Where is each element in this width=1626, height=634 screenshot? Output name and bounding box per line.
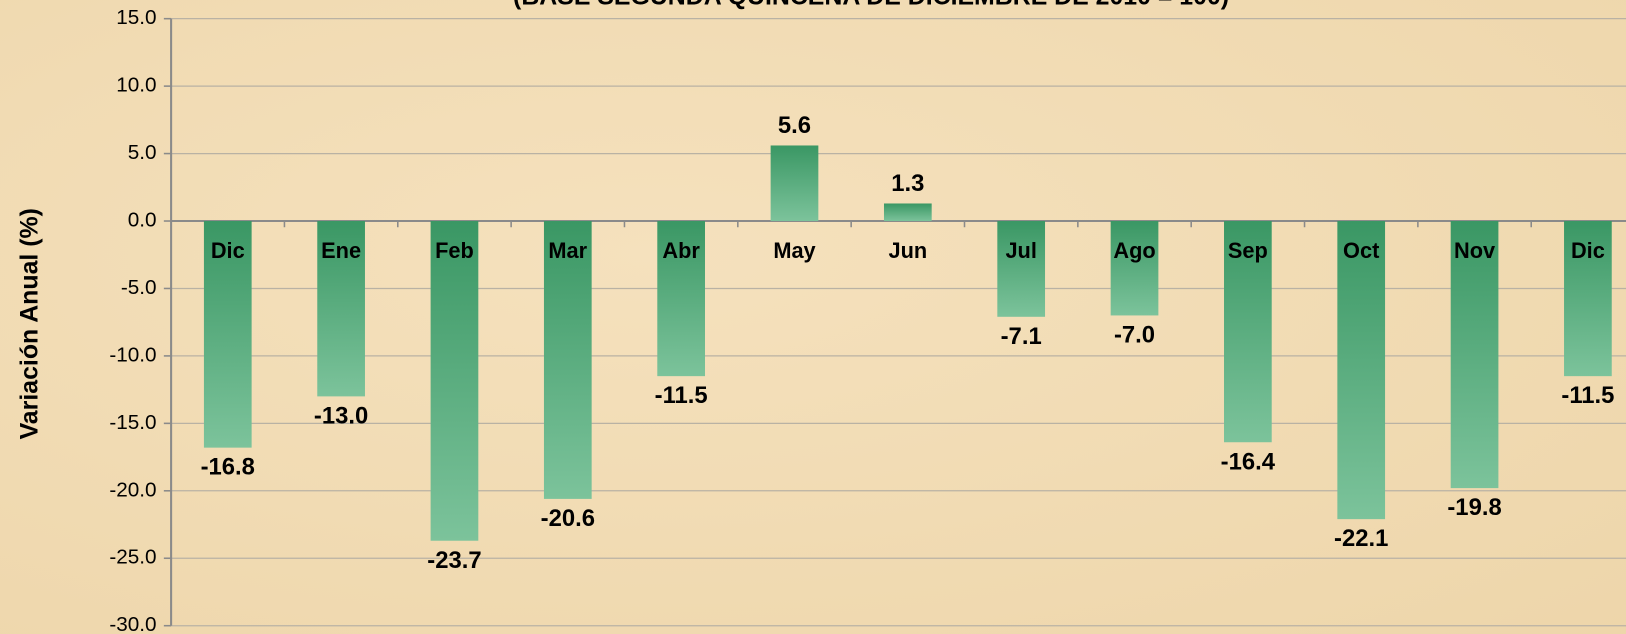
bar bbox=[997, 221, 1046, 317]
bar bbox=[657, 221, 705, 377]
x-tick-label: Jul bbox=[1005, 238, 1036, 263]
x-tick-label: Abr bbox=[662, 238, 700, 263]
x-tick-label: May bbox=[773, 238, 815, 263]
bar bbox=[1450, 221, 1499, 489]
data-label: -13.0 bbox=[314, 402, 368, 429]
y-tick-label: 0.0 bbox=[128, 208, 157, 231]
x-tick-label: Oct bbox=[1343, 238, 1379, 263]
data-label: -16.4 bbox=[1221, 448, 1276, 475]
data-label: -11.5 bbox=[1561, 382, 1614, 409]
x-tick-label: Nov bbox=[1454, 238, 1496, 263]
bar bbox=[1564, 221, 1612, 377]
y-tick-label: -10.0 bbox=[109, 343, 156, 366]
y-tick-label: -15.0 bbox=[109, 411, 156, 434]
x-tick-label: Sep bbox=[1228, 238, 1268, 263]
data-label: -16.8 bbox=[201, 454, 255, 481]
y-tick-label: -20.0 bbox=[109, 478, 156, 501]
x-tick-label: Jun bbox=[888, 238, 927, 263]
x-tick-label: Feb bbox=[435, 238, 474, 263]
x-tick-label: Dic bbox=[1571, 238, 1605, 263]
bar bbox=[317, 221, 365, 397]
bar bbox=[1224, 221, 1272, 443]
data-label: 1.3 bbox=[891, 170, 924, 197]
chart-subtitle: (BASE SEGUNDA QUINCENA DE DICIEMBRE DE 2… bbox=[513, 0, 1229, 11]
bar bbox=[770, 145, 819, 222]
y-tick-label: -25.0 bbox=[109, 546, 156, 569]
data-label: -23.7 bbox=[427, 547, 481, 574]
bar bbox=[203, 221, 252, 448]
bar bbox=[1110, 221, 1159, 316]
y-tick-label: 15.0 bbox=[116, 6, 156, 29]
data-label: -22.1 bbox=[1334, 525, 1388, 552]
data-label: -7.0 bbox=[1114, 321, 1155, 348]
x-tick-label: Mar bbox=[548, 238, 587, 263]
data-label: -20.6 bbox=[541, 505, 595, 532]
bar bbox=[1337, 221, 1386, 520]
y-tick-label: 10.0 bbox=[116, 74, 156, 97]
bar bbox=[543, 221, 592, 499]
data-label: -11.5 bbox=[655, 382, 708, 409]
y-tick-label: -30.0 bbox=[109, 613, 156, 634]
x-tick-label: Ago bbox=[1113, 238, 1155, 263]
data-label: -7.1 bbox=[1001, 323, 1042, 350]
y-tick-label: 5.0 bbox=[128, 141, 157, 164]
y-tick-label: -5.0 bbox=[121, 276, 157, 299]
x-tick-label: Ene bbox=[321, 238, 361, 263]
bar bbox=[430, 221, 479, 541]
data-label: -19.8 bbox=[1447, 494, 1501, 521]
data-label: 5.6 bbox=[778, 112, 811, 139]
y-axis-title: Variación Anual (%) bbox=[16, 208, 44, 439]
bar bbox=[883, 203, 932, 222]
x-tick-label: Dic bbox=[211, 238, 245, 263]
